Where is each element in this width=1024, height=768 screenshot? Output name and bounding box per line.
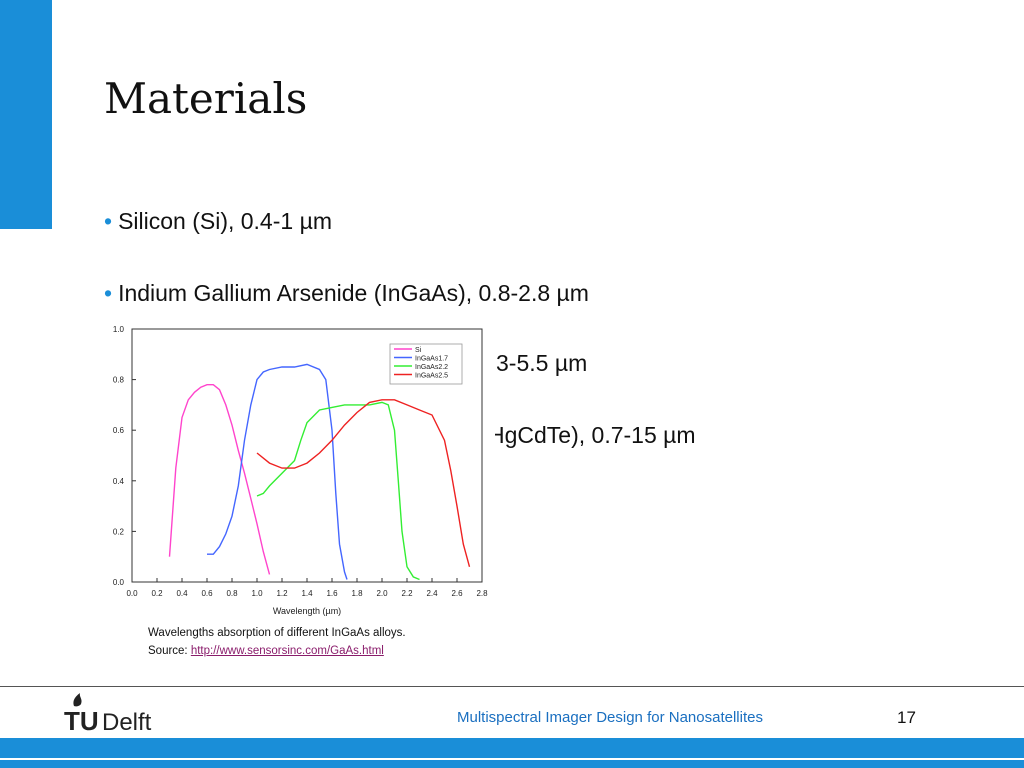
bullet-ingaas: • Indium Gallium Arsenide (InGaAs), 0.8-2… <box>104 280 589 307</box>
x-tick-label: 2.6 <box>451 589 463 598</box>
figure-caption: Wavelengths absorption of different InGa… <box>148 624 406 660</box>
accent-bar <box>0 0 52 229</box>
series-line-ingaas2-2 <box>256 401 420 581</box>
legend-box <box>389 343 463 385</box>
x-tick-label: 0.6 <box>201 589 213 598</box>
bullet-dot-icon: • <box>104 208 113 234</box>
legend-label: InGaAs2.5 <box>415 373 448 380</box>
bullet-text-partial-3: 3-5.5 µm <box>496 350 588 376</box>
x-tick-label: 1.6 <box>326 589 338 598</box>
y-tick-label: 1.0 <box>113 325 125 334</box>
footer-divider <box>0 686 1024 687</box>
x-tick-label: 0.8 <box>226 589 238 598</box>
y-tick-label: 0.6 <box>113 426 125 435</box>
series-line-si <box>168 383 271 575</box>
y-tick-label: 0.0 <box>113 578 125 587</box>
bullet-silicon: • Silicon (Si), 0.4-1 µm <box>104 208 332 235</box>
x-tick-label: 1.4 <box>301 589 313 598</box>
logo-tu: TU <box>64 706 99 736</box>
y-tick-label: 0.2 <box>113 527 125 536</box>
logo-delft: Delft <box>102 709 152 736</box>
x-tick-label: 0.0 <box>126 589 138 598</box>
caption-source-label: Source: <box>148 645 191 657</box>
bullet-text: Silicon (Si), 0.4-1 µm <box>118 208 332 234</box>
caption-source: Source: http://www.sensorsinc.com/GaAs.h… <box>148 642 406 660</box>
source-link[interactable]: http://www.sensorsinc.com/GaAs.html <box>190 645 384 657</box>
series-line-ingaas1-7 <box>207 363 348 580</box>
bottom-stripe <box>0 758 1024 760</box>
x-axis-label: Wavelength (µm) <box>273 606 341 616</box>
slide-title: Materials <box>104 74 308 123</box>
x-tick-label: 2.4 <box>426 589 438 598</box>
legend-label: InGaAs1.7 <box>415 356 448 363</box>
flame-icon <box>73 693 82 707</box>
tu-delft-logo: TU Delft <box>64 693 152 736</box>
x-tick-label: 1.0 <box>251 589 263 598</box>
y-tick-label: 0.8 <box>113 376 125 385</box>
bullet-dot-icon: • <box>104 280 113 306</box>
bottom-bar <box>0 738 1024 768</box>
x-tick-label: 2.8 <box>476 589 488 598</box>
x-tick-label: 2.0 <box>376 589 388 598</box>
page-number: 17 <box>897 708 916 727</box>
x-tick-label: 1.2 <box>276 589 288 598</box>
y-tick-label: 0.4 <box>113 477 125 486</box>
bullet-text-partial-4: HgCdTe), 0.7-15 µm <box>488 422 696 448</box>
series-line-ingaas2-5 <box>256 399 471 567</box>
x-tick-label: 0.2 <box>151 589 163 598</box>
bullet-text: Indium Gallium Arsenide (InGaAs), 0.8-2.… <box>118 280 589 306</box>
x-tick-label: 2.2 <box>401 589 413 598</box>
footer-title: Multispectral Imager Design for Nanosate… <box>457 709 763 726</box>
absorption-chart: 0.0 0.2 0.4 0.6 0.8 1.0 1.2 1.4 1.6 1.8 2.0 2.2 2.4 2… <box>100 318 495 620</box>
caption-text: Wavelengths absorption of different InGa… <box>148 627 406 639</box>
x-tick-label: 1.8 <box>351 589 363 598</box>
x-tick-label: 0.4 <box>176 589 188 598</box>
legend-label: InGaAs2.2 <box>415 364 448 371</box>
legend-label: Si <box>415 347 422 354</box>
